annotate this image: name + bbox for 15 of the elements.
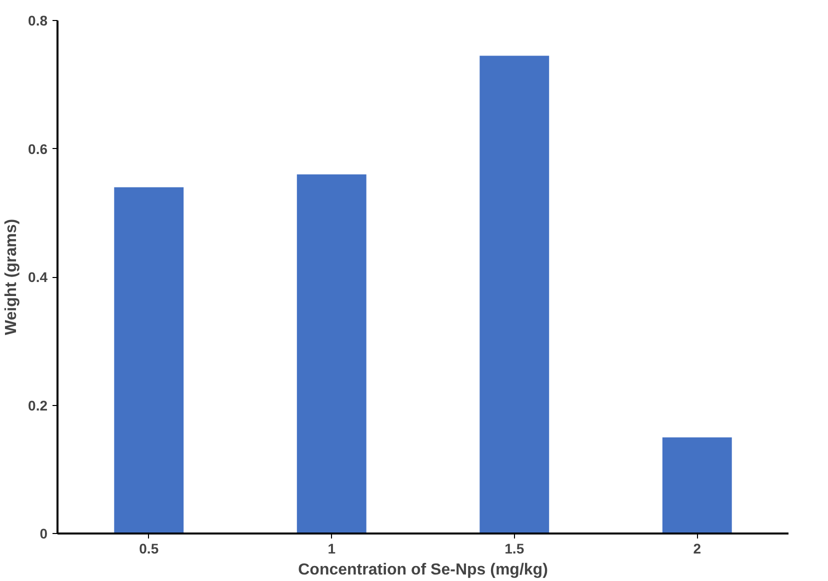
y-tick-label: 0.2 bbox=[28, 397, 48, 414]
x-tick-label: 0.5 bbox=[139, 540, 159, 556]
y-tick-label: 0.4 bbox=[28, 269, 48, 285]
bar bbox=[480, 56, 550, 534]
bar bbox=[296, 174, 366, 534]
x-axis-title: Concentration of Se-Nps (mg/kg) bbox=[298, 562, 548, 578]
y-tick-label: 0.6 bbox=[28, 140, 48, 157]
bar bbox=[114, 187, 184, 534]
y-axis-title: Weight (grams) bbox=[3, 218, 20, 336]
bar bbox=[662, 437, 732, 534]
y-tick-label: 0 bbox=[40, 526, 48, 542]
x-tick-label: 2 bbox=[693, 540, 702, 556]
y-tick-label: 0.8 bbox=[28, 12, 48, 28]
x-tick-label: 1 bbox=[328, 540, 336, 556]
x-tick-label: 1.5 bbox=[504, 540, 524, 556]
